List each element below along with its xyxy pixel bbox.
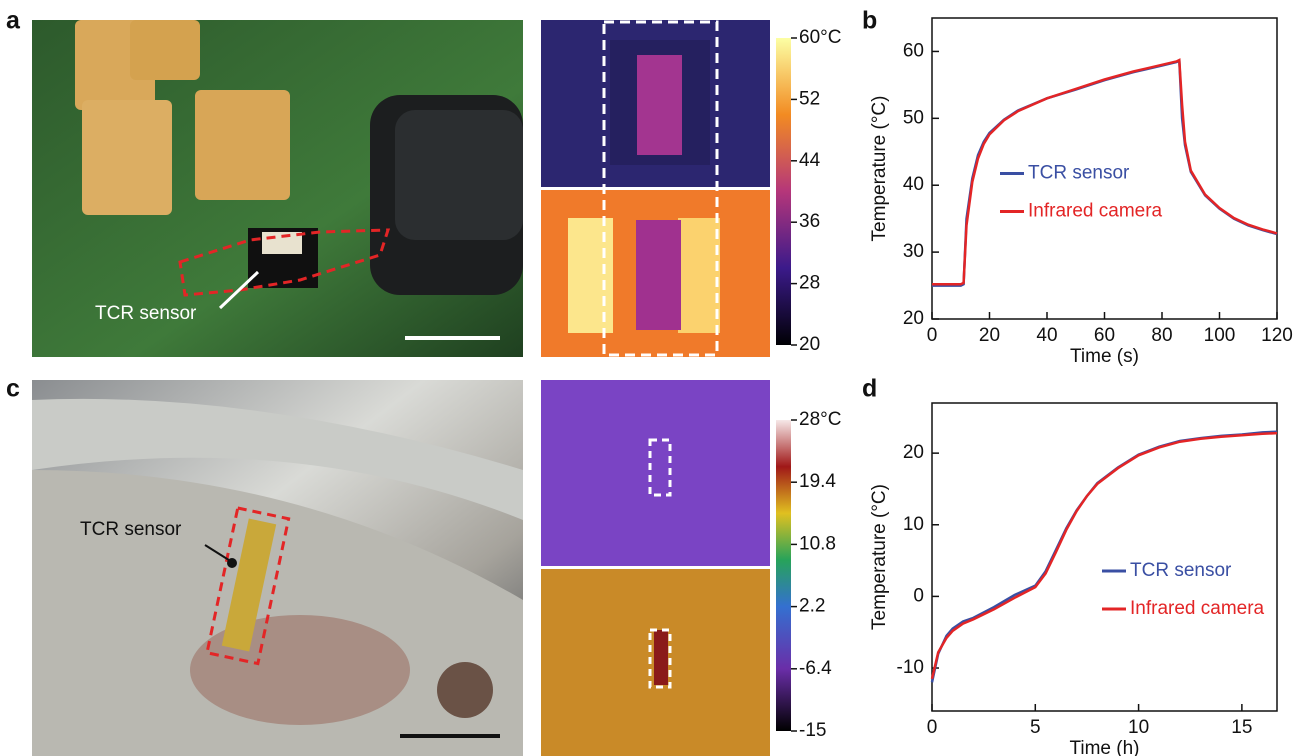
x-tick-label: 80 [1151,325,1172,346]
thermal-image [636,220,681,330]
legend-label: Infrared camera [1028,201,1163,222]
y-tick-label: 40 [903,174,924,195]
plot-frame [932,403,1277,711]
x-tick-label: 100 [1204,325,1236,346]
fish-photo [32,380,523,756]
thermal-image [568,218,613,333]
panel-label: c [6,375,20,403]
y-tick-label: 20 [903,442,924,463]
thermal-image [541,380,770,566]
legend-label: TCR sensor [1130,560,1232,581]
photo-label: TCR sensor [80,519,182,540]
colorbar-label: 44 [799,150,821,171]
y-axis-label: Temperature (°C) [869,96,890,242]
x-axis-label: Time (h) [1069,738,1139,756]
colorbar-label: 20 [799,334,820,355]
legend-label: Infrared camera [1130,598,1265,619]
legend-label: TCR sensor [1028,163,1130,184]
panel-label: a [6,7,21,35]
thermal-image [678,218,720,333]
colorbar-label: 2.2 [799,596,825,617]
colorbar [776,38,791,345]
colorbar-label: -6.4 [799,658,832,679]
data-line [932,432,1277,683]
panel-label: b [862,7,877,35]
colorbar-label: 28°C [799,409,841,430]
colorbar [776,420,791,731]
y-axis-label: Temperature (°C) [869,484,890,630]
colorbar-label: 10.8 [799,533,836,554]
panel-label: d [862,375,877,403]
colorbar-label: 60°C [799,27,841,48]
colorbar-label: 28 [799,273,820,294]
photo-label: TCR sensor [95,303,197,324]
x-tick-label: 120 [1261,325,1293,346]
colorbar-label: 19.4 [799,471,836,492]
x-tick-label: 10 [1128,717,1149,738]
y-tick-label: 60 [903,40,924,61]
thermal-image [654,630,668,685]
y-tick-label: 10 [903,514,924,535]
x-tick-label: 0 [927,717,938,738]
x-tick-label: 15 [1231,717,1252,738]
figure: TCR sensor TCR sensor a b c d 60°C 52 44 36… [0,0,1295,756]
y-tick-label: 30 [903,241,924,262]
y-tick-label: 0 [913,585,924,606]
y-tick-label: 20 [903,308,924,329]
colorbar-label: 36 [799,211,820,232]
x-tick-label: 60 [1094,325,1115,346]
colorbar-label: 52 [799,88,820,109]
x-tick-label: 5 [1030,717,1041,738]
x-tick-label: 40 [1036,325,1057,346]
data-line [932,433,1277,679]
y-tick-label: 50 [903,107,924,128]
colorbar-label: -15 [799,720,826,741]
y-tick-label: -10 [897,657,924,678]
x-tick-label: 20 [979,325,1000,346]
thermal-image [637,55,682,155]
x-axis-label: Time (s) [1070,346,1139,367]
x-tick-label: 0 [927,325,938,346]
